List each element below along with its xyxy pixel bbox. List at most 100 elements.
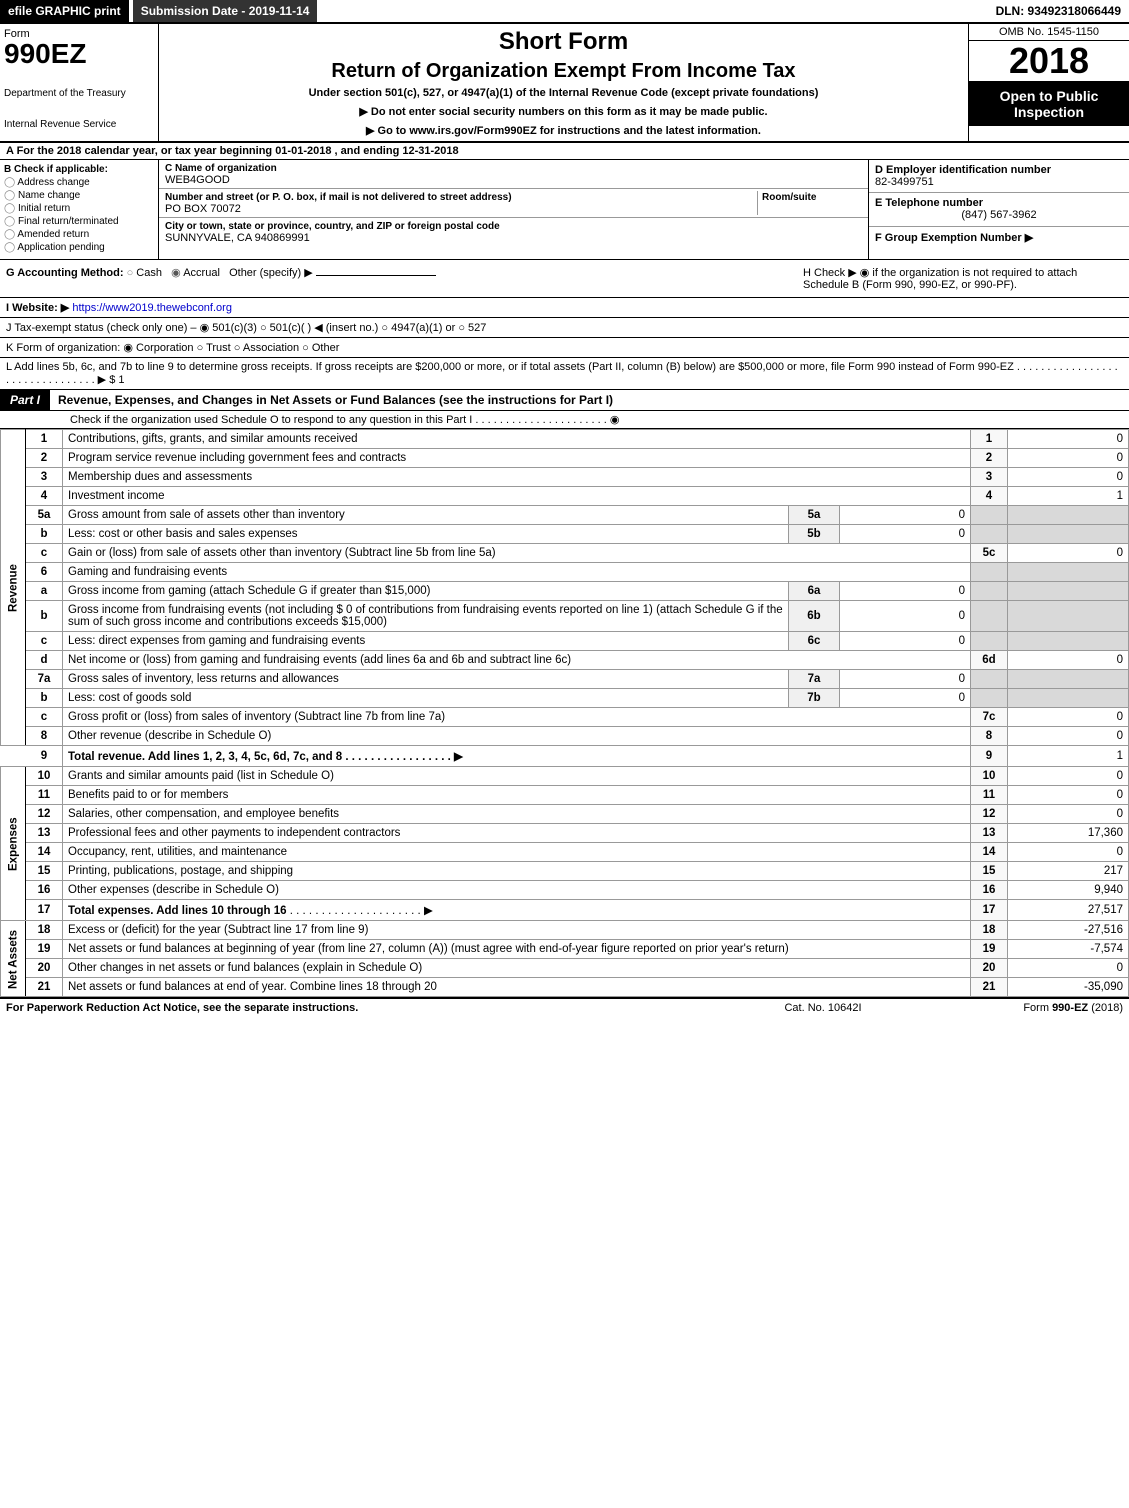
line-10-val: 0 — [1008, 767, 1129, 786]
line-6-text: Gaming and fundraising events — [63, 563, 971, 582]
line-5b-num: b — [26, 525, 63, 544]
line-6a-sub: 6a — [789, 582, 840, 601]
side-expenses: Expenses — [1, 767, 26, 921]
line-5b-subval: 0 — [840, 525, 971, 544]
section-h: H Check ▶ ◉ if the organization is not r… — [803, 266, 1123, 291]
line-14-val: 0 — [1008, 843, 1129, 862]
part1-header: Part I Revenue, Expenses, and Changes in… — [0, 390, 1129, 411]
cb-initial-return[interactable]: Initial return — [4, 203, 154, 214]
g-other[interactable]: Other (specify) ▶ — [229, 267, 313, 279]
line-5c-text: Gain or (loss) from sale of assets other… — [63, 544, 971, 563]
d-label: D Employer identification number — [875, 164, 1051, 176]
header-right: OMB No. 1545-1150 2018 Open to Public In… — [968, 24, 1129, 141]
line-7c-text: Gross profit or (loss) from sales of inv… — [63, 708, 971, 727]
e-value: (847) 567-3962 — [875, 209, 1123, 221]
side-revenue: Revenue — [1, 430, 26, 746]
line-4-text: Investment income — [63, 487, 971, 506]
line-9-num: 9 — [26, 746, 63, 767]
line-7a-sub: 7a — [789, 670, 840, 689]
no-ssn-line: ▶ Do not enter social security numbers o… — [167, 105, 960, 118]
line-7b-subval: 0 — [840, 689, 971, 708]
goto-line: ▶ Go to www.irs.gov/Form990EZ for instru… — [167, 124, 960, 137]
line-17-text: Total expenses. Add lines 10 through 16 … — [63, 900, 971, 921]
line-16-text: Other expenses (describe in Schedule O) — [63, 881, 971, 900]
cb-final-return[interactable]: Final return/terminated — [4, 216, 154, 227]
line-7a-num: 7a — [26, 670, 63, 689]
line-6d-num: d — [26, 651, 63, 670]
department: Department of the Treasury — [4, 88, 154, 99]
e-label: E Telephone number — [875, 197, 983, 209]
line-11-text: Benefits paid to or for members — [63, 786, 971, 805]
omb-number: OMB No. 1545-1150 — [969, 24, 1129, 41]
room-label: Room/suite — [762, 192, 816, 203]
f-label: F Group Exemption Number ▶ — [875, 232, 1033, 244]
part1-check: Check if the organization used Schedule … — [0, 411, 1129, 429]
line-4-val: 1 — [1008, 487, 1129, 506]
line-6c-num: c — [26, 632, 63, 651]
line-6b-num: b — [26, 601, 63, 632]
line-8-num: 8 — [26, 727, 63, 746]
line-20-text: Other changes in net assets or fund bala… — [63, 959, 971, 978]
footer-left: For Paperwork Reduction Act Notice, see … — [6, 1002, 723, 1014]
cb-amended-return[interactable]: Amended return — [4, 229, 154, 240]
line-14-text: Occupancy, rent, utilities, and maintena… — [63, 843, 971, 862]
cb-application-pending[interactable]: Application pending — [4, 242, 154, 253]
line-2-num: 2 — [26, 449, 63, 468]
line-7c-num: c — [26, 708, 63, 727]
line-1-num: 1 — [26, 430, 63, 449]
line-2-val: 0 — [1008, 449, 1129, 468]
city-row: City or town, state or province, country… — [159, 218, 868, 246]
line-6c-text: Less: direct expenses from gaming and fu… — [63, 632, 789, 651]
line-11-val: 0 — [1008, 786, 1129, 805]
line-15-text: Printing, publications, postage, and shi… — [63, 862, 971, 881]
line-6d-text: Net income or (loss) from gaming and fun… — [63, 651, 971, 670]
row-i: I Website: ▶ https://www2019.thewebconf.… — [0, 298, 1129, 318]
line-8-text: Other revenue (describe in Schedule O) — [63, 727, 971, 746]
short-form-title: Short Form — [167, 28, 960, 56]
line-3-text: Membership dues and assessments — [63, 468, 971, 487]
section-f: F Group Exemption Number ▶ — [869, 227, 1129, 259]
section-c: C Name of organization WEB4GOOD Number a… — [159, 160, 868, 259]
footer-mid: Cat. No. 10642I — [723, 1002, 923, 1014]
line-7b-sub: 7b — [789, 689, 840, 708]
g-cash[interactable]: Cash — [127, 267, 162, 279]
line-15-val: 217 — [1008, 862, 1129, 881]
line-1-text: Contributions, gifts, grants, and simila… — [63, 430, 971, 449]
line-21-text: Net assets or fund balances at end of ye… — [63, 978, 971, 997]
g-other-line[interactable] — [316, 275, 436, 276]
line-9-val: 1 — [1008, 746, 1129, 767]
website-link[interactable]: https://www2019.thewebconf.org — [72, 302, 232, 314]
line-1-val: 0 — [1008, 430, 1129, 449]
g-accrual[interactable]: Accrual — [171, 267, 220, 279]
section-g: G Accounting Method: Cash Accrual Other … — [6, 266, 803, 291]
line-2-text: Program service revenue including govern… — [63, 449, 971, 468]
line-6b-sub: 6b — [789, 601, 840, 632]
line-19-val: -7,574 — [1008, 940, 1129, 959]
line-18-text: Excess or (deficit) for the year (Subtra… — [63, 921, 971, 940]
line-6a-text: Gross income from gaming (attach Schedul… — [63, 582, 789, 601]
line-17-val: 27,517 — [1008, 900, 1129, 921]
section-e: E Telephone number (847) 567-3962 — [869, 193, 1129, 226]
line-5a-sub: 5a — [789, 506, 840, 525]
line-5c-val: 0 — [1008, 544, 1129, 563]
part1-title: Revenue, Expenses, and Changes in Net As… — [58, 393, 613, 407]
cb-name-change[interactable]: Name change — [4, 190, 154, 201]
section-d: D Employer identification number 82-3499… — [869, 160, 1129, 193]
line-16-val: 9,940 — [1008, 881, 1129, 900]
line-5b-text: Less: cost or other basis and sales expe… — [63, 525, 789, 544]
cb-address-change[interactable]: Address change — [4, 177, 154, 188]
line-7b-num: b — [26, 689, 63, 708]
line-10-num: 10 — [26, 767, 63, 786]
section-b-title: B Check if applicable: — [4, 164, 154, 175]
irs-label: Internal Revenue Service — [4, 119, 154, 130]
section-b: B Check if applicable: Address change Na… — [0, 160, 159, 259]
org-name-label: C Name of organization — [165, 163, 277, 174]
line-9-text: Total revenue. Add lines 1, 2, 3, 4, 5c,… — [63, 746, 971, 767]
info-grid: B Check if applicable: Address change Na… — [0, 160, 1129, 260]
city-value: SUNNYVALE, CA 940869991 — [165, 232, 310, 244]
page-footer: For Paperwork Reduction Act Notice, see … — [0, 997, 1129, 1017]
line-12-val: 0 — [1008, 805, 1129, 824]
row-a-tax-year: A For the 2018 calendar year, or tax yea… — [0, 143, 1129, 160]
dln-number: DLN: 93492318066449 — [988, 0, 1129, 22]
line-7a-text: Gross sales of inventory, less returns a… — [63, 670, 789, 689]
